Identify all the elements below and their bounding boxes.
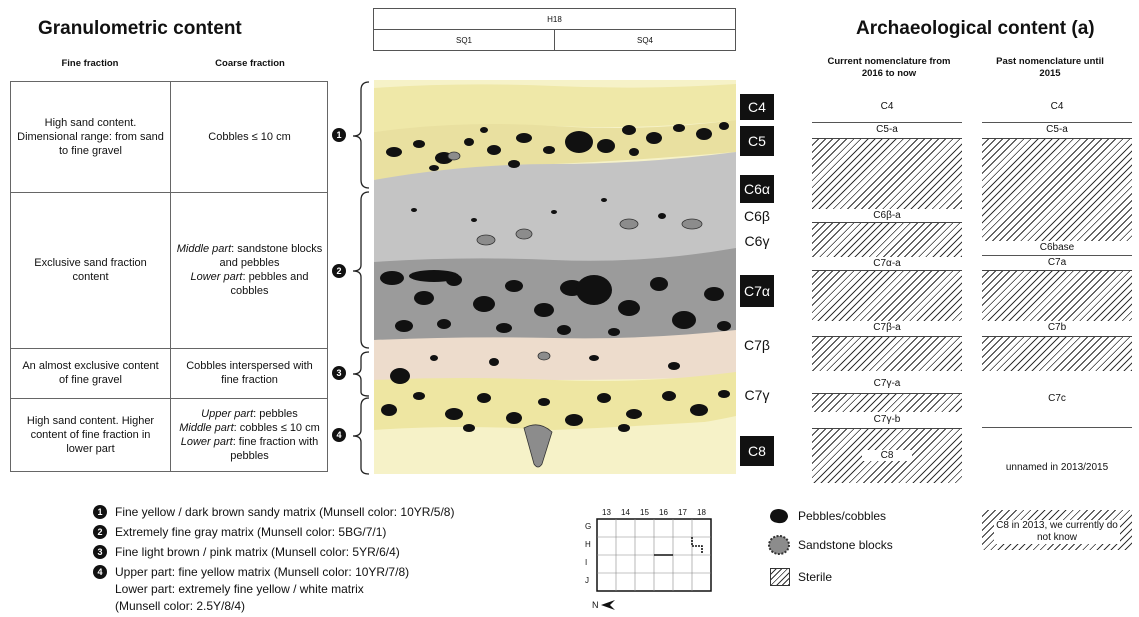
grid-col-17: 17 [678,508,687,517]
grid-row-h: H [585,540,591,549]
past-c7b: C7b [1047,322,1067,333]
past-c7a-sterile [982,270,1132,321]
layer-braces [352,81,370,475]
fine-fraction-header: Fine fraction [61,58,119,69]
square-header-h18: H18 [373,8,736,30]
current-c7a-a-sterile [812,270,962,321]
layer-label-c7beta: C7β [744,337,770,353]
current-c7a-a: C7α-a [873,258,901,269]
current-c6b-a-sterile [812,222,962,257]
grid-row-g: G [585,522,592,531]
past-unnamed: unnamed in 2013/2015 [1005,462,1109,473]
layer-label-c7gamma: C7γ [744,387,770,403]
row3-fine: An almost exclusive content of fine grav… [22,360,159,386]
current-c6b-a: C6β-a [873,210,901,221]
row4-coarse: Upper part: pebbles Middle part: cobbles… [179,408,320,462]
legend-matrix-3: 3 Fine light brown / pink matrix (Munsel… [93,545,400,559]
grid-col-18: 18 [697,508,706,517]
excavation-grid-map [596,518,712,592]
legend-matrix-4-line2: Lower part: extremely fine yellow / whit… [115,582,364,596]
current-c4: C4 [880,101,894,112]
legend-pebbles: Pebbles/cobbles [768,507,886,525]
row4-fine: High sand content. Higher content of fin… [26,415,155,455]
past-nomenclature-header: Past nomenclature until 2015 [996,56,1104,79]
layer-label-c6gamma: C6γ [744,233,770,249]
coarse-fraction-header: Coarse fraction [215,58,285,69]
grid-col-15: 15 [640,508,649,517]
layer-label-c7alpha: C7α [740,275,774,307]
grid-col-16: 16 [659,508,668,517]
matrix-number-4: 4 [332,428,346,442]
grid-col-14: 14 [621,508,630,517]
current-c7g-b: C7γ-b [873,414,901,425]
layer-label-c8: C8 [740,436,774,466]
north-arrow: N [592,600,615,610]
granulometric-table: High sand content. Dimensional range: fr… [10,81,328,472]
row1-fine: High sand content. Dimensional range: fr… [17,117,164,157]
matrix-number-1: 1 [332,128,346,142]
legend-sterile: Sterile [770,568,832,586]
past-c7a: C7a [1047,257,1067,268]
square-header-sq4: SQ4 [554,29,736,51]
current-c5a: C5-a [876,124,898,135]
legend-matrix-2: 2 Extremely fine gray matrix (Munsell co… [93,525,386,539]
layer-label-c6alpha: C6α [740,175,774,203]
past-c8-2013: C8 in 2013, we currently do not know [994,520,1120,544]
row3-coarse: Cobbles interspersed with fine fraction [186,360,313,386]
grid-row-i: I [585,558,588,567]
layer-label-c6beta: C6β [744,208,770,224]
sterile-hatch-icon [770,568,790,586]
matrix-number-3: 3 [332,366,346,380]
granulometric-title: Granulometric content [38,18,242,39]
stratigraphic-section [374,80,736,474]
past-c4: C4 [1050,101,1064,112]
row2-coarse: Middle part: sandstone blocks and pebble… [176,243,323,297]
layer-label-c4: C4 [740,94,774,120]
sandstone-block-icon [768,535,790,555]
past-c7b-sterile [982,336,1132,371]
row2-fine: Exclusive sand fraction content [34,257,147,283]
row1-coarse: Cobbles ≤ 10 cm [208,131,291,143]
grid-col-13: 13 [602,508,611,517]
current-c8: C8 [862,450,912,461]
current-c7g-a: C7γ-a [873,378,901,389]
past-c7c: C7c [1048,393,1066,404]
current-c7b-a-sterile [812,336,962,371]
legend-matrix-4: 4 Upper part: fine yellow matrix (Munsel… [93,565,409,579]
past-c6base: C6base [1039,242,1075,253]
current-c5a-sterile [812,138,962,209]
current-c7g-a-sterile [812,393,962,412]
grid-row-j: J [585,576,589,585]
legend-matrix-1: 1 Fine yellow / dark brown sandy matrix … [93,505,454,519]
current-nomenclature-header: Current nomenclature from 2016 to now [827,56,951,79]
matrix-number-2: 2 [332,264,346,278]
pebble-icon [770,509,788,524]
past-c5a-sterile [982,138,1132,241]
legend-matrix-4-line3: (Munsell color: 2.5Y/8/4) [115,599,246,613]
archaeological-title: Archaeological content (a) [856,18,1095,39]
square-header-sq1: SQ1 [373,29,555,51]
current-c7b-a: C7β-a [873,322,901,333]
layer-label-c5: C5 [740,126,774,156]
legend-sandstone: Sandstone blocks [768,535,893,555]
past-c5a: C5-a [1046,124,1068,135]
